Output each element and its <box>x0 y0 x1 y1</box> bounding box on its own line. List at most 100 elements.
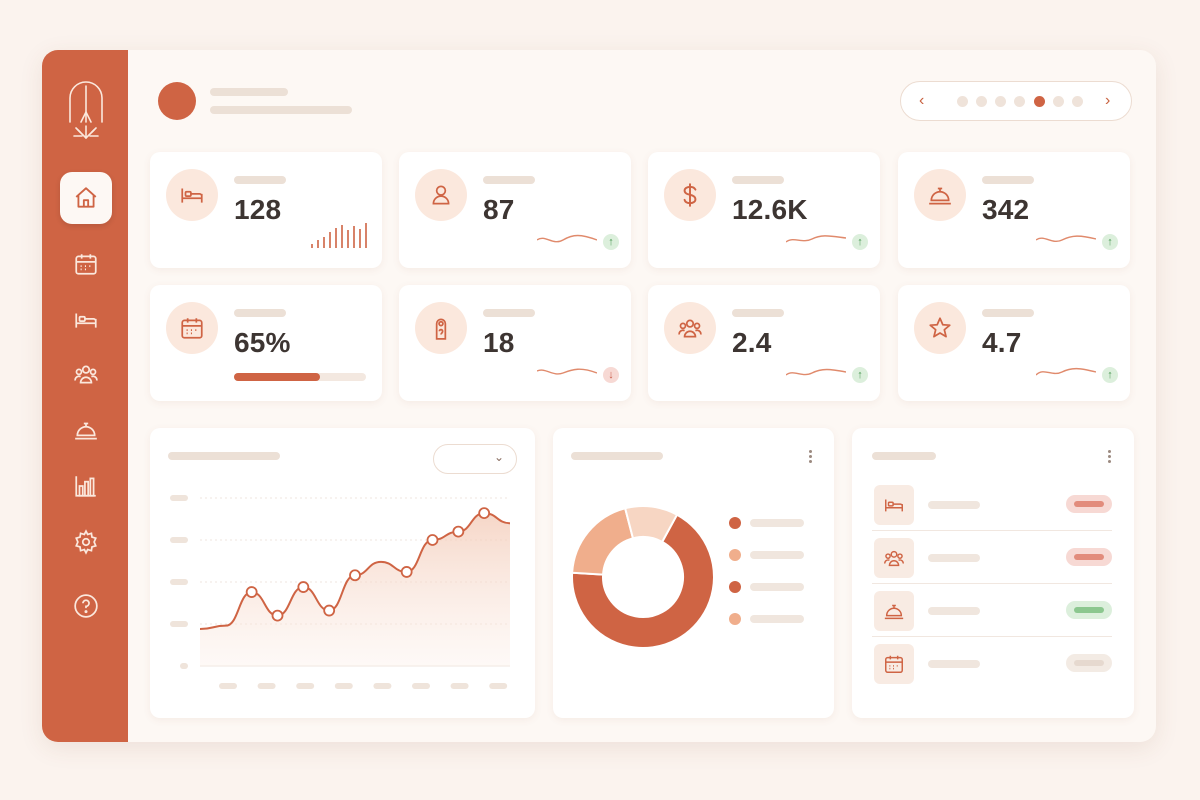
data-point <box>323 604 336 617</box>
nav-rooms[interactable] <box>60 294 112 346</box>
app-window: ‹ › 128 87 <box>42 50 1156 742</box>
pager: ‹ › <box>900 81 1132 121</box>
nav-help[interactable] <box>60 580 112 632</box>
kpi-icon-wrap <box>664 302 716 354</box>
list-item[interactable] <box>872 584 1112 637</box>
chevron-right-icon[interactable]: › <box>1105 92 1111 109</box>
nav-home[interactable] <box>60 172 112 224</box>
x-tick-label <box>489 683 508 689</box>
kpi-card-revenue[interactable]: 12.6K ↑ <box>648 152 880 268</box>
mini-bar-chart <box>311 223 367 248</box>
legend-label-placeholder <box>750 583 804 591</box>
kpi-icon-wrap <box>914 302 966 354</box>
list-item[interactable] <box>872 637 1112 690</box>
kpi-label-placeholder <box>234 309 286 317</box>
legend-swatch <box>729 549 741 561</box>
legend-swatch <box>729 517 741 529</box>
kpi-card-orders[interactable]: 342 ↑ <box>898 152 1130 268</box>
nav-settings[interactable] <box>60 516 112 568</box>
x-tick-label <box>412 683 430 689</box>
pager-dot-active[interactable] <box>1034 96 1045 107</box>
bed-icon <box>181 188 203 203</box>
help-icon <box>74 594 98 618</box>
list-title-placeholder <box>872 452 936 460</box>
trend-wave <box>786 368 846 376</box>
kpi-label-placeholder <box>732 309 784 317</box>
pager-dot[interactable] <box>976 96 987 107</box>
area-fill <box>200 513 510 666</box>
nav-calendar[interactable] <box>60 238 112 290</box>
kpi-value: 4.7 <box>982 327 1022 358</box>
donut-slice <box>571 507 635 576</box>
pager-dot[interactable] <box>957 96 968 107</box>
kpi-icon-wrap <box>415 302 467 354</box>
hotel-bell-logo <box>69 81 103 140</box>
dollar-icon <box>683 183 697 207</box>
data-point <box>297 581 310 593</box>
more-options-icon[interactable] <box>804 448 816 468</box>
kpi-card-dnd[interactable]: 18 ↓ <box>399 285 631 401</box>
bed-icon <box>75 313 97 328</box>
calendar-icon <box>885 655 903 673</box>
trend-wave <box>1036 235 1096 242</box>
legend-label-placeholder <box>750 615 804 623</box>
x-tick-label <box>334 683 353 689</box>
donut-slice <box>571 513 715 649</box>
calendar-icon <box>181 318 203 339</box>
kpi-icon-wrap <box>664 169 716 221</box>
kpi-card-rating[interactable]: 4.7 ↑ <box>898 285 1130 401</box>
chart-title-placeholder <box>168 452 280 460</box>
nav-services[interactable] <box>60 404 112 456</box>
bar-chart-icon <box>75 476 96 497</box>
nav-guests[interactable] <box>60 348 112 400</box>
x-tick-label <box>257 683 276 689</box>
kpi-icon-wrap <box>166 302 218 354</box>
user-name-placeholder <box>210 88 288 96</box>
pager-dot[interactable] <box>1014 96 1025 107</box>
home-icon <box>75 187 97 208</box>
kpi-card-avg-guests[interactable]: 2.4 ↑ <box>648 285 880 401</box>
guests-icon <box>678 319 702 338</box>
service-bell-icon <box>929 187 951 205</box>
kpi-value: 2.4 <box>732 327 772 358</box>
chevron-left-icon[interactable]: ‹ <box>919 92 925 109</box>
service-bell-icon <box>884 604 904 620</box>
kpi-card-guests[interactable]: 87 ↑ <box>399 152 631 268</box>
pager-dot[interactable] <box>1072 96 1083 107</box>
progress-fill <box>234 373 320 381</box>
pager-dot[interactable] <box>995 96 1006 107</box>
legend-swatch <box>729 581 741 593</box>
trend-wave <box>537 368 597 375</box>
kpi-card-occupancy[interactable]: 65% <box>150 285 382 401</box>
list-item-icon-wrap <box>874 538 914 578</box>
star-icon <box>929 317 951 338</box>
trend-up-badge: ↑ <box>852 234 868 250</box>
donut-slice <box>623 505 679 544</box>
kpi-value: 12.6K <box>732 194 808 225</box>
kpi-label-placeholder <box>483 176 535 184</box>
trend-wave <box>1036 367 1096 376</box>
list-item[interactable] <box>872 478 1112 531</box>
x-tick-label <box>450 683 469 689</box>
trend-down-badge: ↓ <box>603 367 619 383</box>
guests-icon <box>74 365 98 384</box>
kpi-value: 128 <box>234 194 282 225</box>
kpi-card-rooms[interactable]: 128 <box>150 152 382 268</box>
trend-up-badge: ↑ <box>1102 234 1118 250</box>
kpi-icon-wrap <box>415 169 467 221</box>
kpi-label-placeholder <box>982 176 1034 184</box>
pager-dot[interactable] <box>1053 96 1064 107</box>
nav-reports[interactable] <box>60 460 112 512</box>
period-dropdown[interactable]: ⌄ <box>433 444 517 474</box>
list-item[interactable] <box>872 531 1112 584</box>
list-item-icon-wrap <box>874 485 914 525</box>
status-badge <box>1066 654 1112 672</box>
chevron-down-icon: ⌄ <box>493 450 504 464</box>
sidebar <box>42 50 128 742</box>
avatar[interactable] <box>158 82 196 120</box>
more-options-icon[interactable] <box>1103 448 1115 468</box>
list-item-text-placeholder <box>928 554 980 562</box>
list-item-text-placeholder <box>928 501 980 509</box>
trend-up-badge: ↑ <box>852 367 868 383</box>
donut-chart-panel <box>553 428 834 718</box>
